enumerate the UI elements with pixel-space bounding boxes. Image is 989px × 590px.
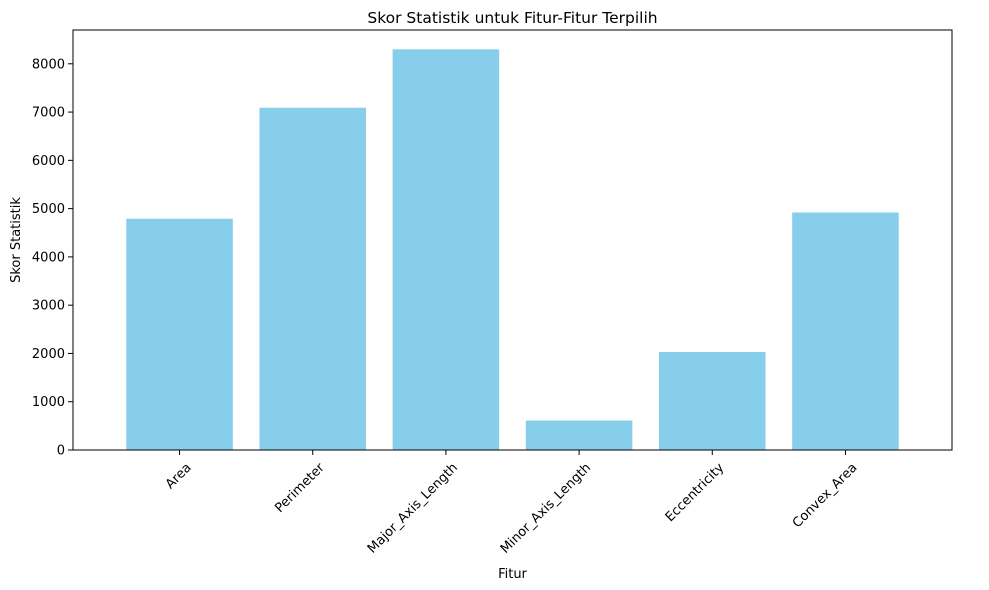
y-tick-label: 8000 [32, 57, 65, 72]
bar-eccentricity [659, 352, 766, 450]
x-tick-label-convex-area: Convex_Area [790, 460, 861, 531]
x-axis-title: Fitur [498, 567, 527, 582]
bar-perimeter [259, 107, 366, 451]
y-tick-label: 1000 [32, 395, 65, 410]
y-tick-label: 2000 [32, 347, 65, 362]
x-tick-label-major-axis-length: Major_Axis_Length [365, 460, 461, 556]
y-axis: 0 1000 2000 3000 4000 5000 6000 7000 8000 [32, 57, 73, 459]
x-tick-label-perimeter: Perimeter [272, 460, 328, 516]
bar-area [126, 218, 233, 450]
y-tick-label: 6000 [32, 154, 65, 169]
y-tick-label: 3000 [32, 299, 65, 314]
y-tick-label: 4000 [32, 250, 65, 265]
y-tick-label: 7000 [32, 106, 65, 121]
chart-title: Skor Statistik untuk Fitur-Fitur Terpili… [367, 9, 657, 27]
y-tick-label: 0 [57, 444, 65, 459]
plot-frame [72, 29, 953, 451]
bar-convex-area [792, 212, 899, 450]
bars [126, 49, 899, 451]
x-tick-label-minor-axis-length: Minor_Axis_Length [498, 460, 594, 556]
bar-major-axis-length [392, 49, 500, 451]
x-tick-label-eccentricity: Eccentricity [663, 460, 728, 525]
x-axis: Area Perimeter Major_Axis_Length Minor_Axis… [163, 450, 861, 557]
x-tick-label-area: Area [163, 460, 195, 492]
y-tick-label: 5000 [32, 202, 65, 217]
bar-minor-axis-length [525, 420, 633, 450]
y-axis-title: Skor Statistik [9, 197, 24, 283]
